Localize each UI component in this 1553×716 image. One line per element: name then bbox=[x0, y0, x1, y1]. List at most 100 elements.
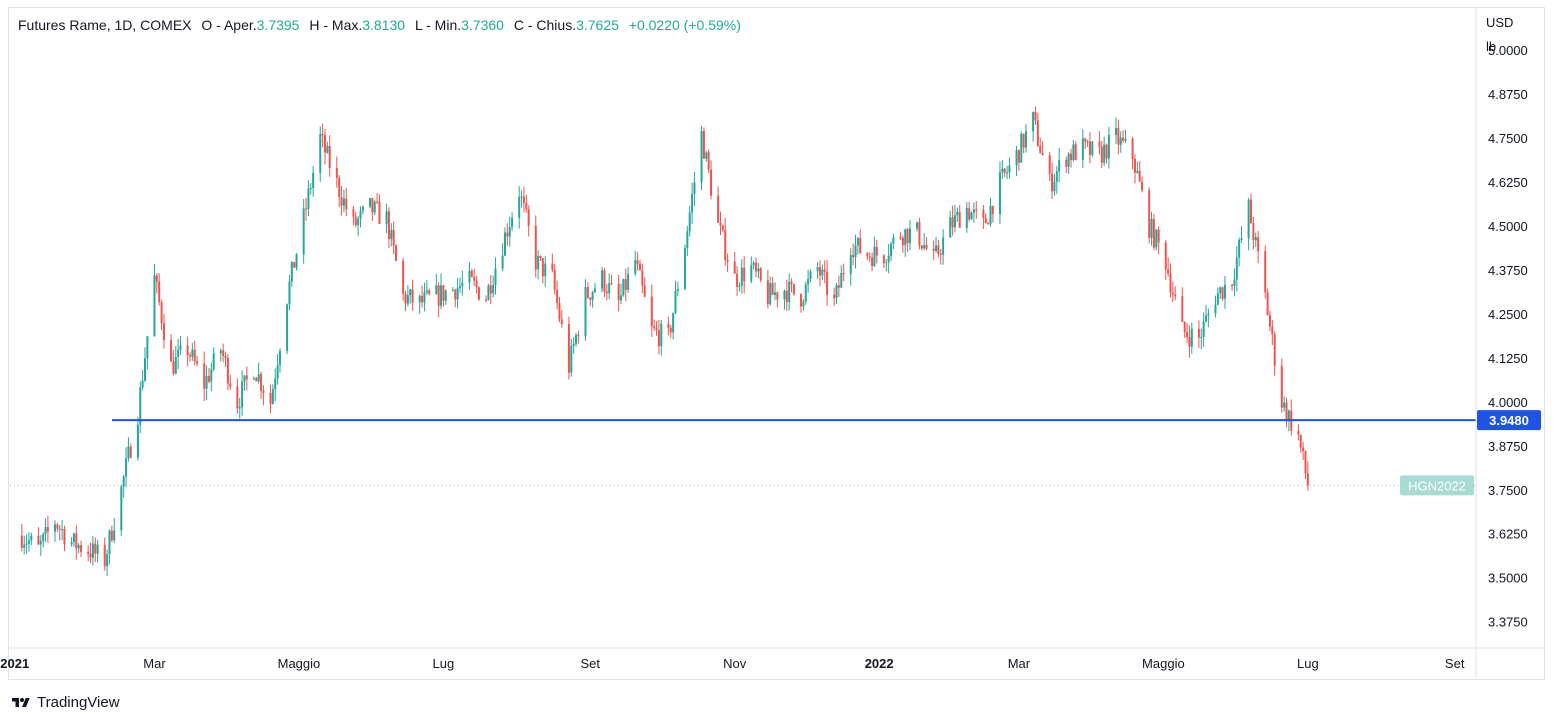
candle bbox=[368, 198, 371, 209]
candle bbox=[260, 371, 263, 400]
candle bbox=[1202, 312, 1205, 347]
candle bbox=[1155, 228, 1158, 251]
candle bbox=[1250, 193, 1253, 224]
candle bbox=[387, 207, 390, 248]
candle bbox=[437, 282, 440, 318]
candle bbox=[354, 211, 357, 228]
time-tick-label: 2021 bbox=[0, 656, 29, 671]
candle bbox=[743, 256, 746, 294]
candle bbox=[406, 285, 409, 307]
candle bbox=[451, 286, 454, 292]
candle bbox=[487, 283, 490, 301]
price-axis[interactable]: 5.0000 4.8750 4.7500 4.6250 4.5000 4.3750 4.25… bbox=[1488, 43, 1528, 629]
candle bbox=[1190, 322, 1193, 354]
candle bbox=[378, 194, 381, 225]
candle bbox=[750, 256, 753, 284]
candle bbox=[442, 284, 445, 307]
candles-layer bbox=[20, 106, 1309, 576]
candle bbox=[207, 368, 210, 384]
candle bbox=[840, 265, 843, 288]
candle bbox=[468, 262, 471, 290]
candle bbox=[1034, 106, 1037, 125]
candle bbox=[245, 366, 248, 391]
candle bbox=[1039, 137, 1042, 154]
candle bbox=[527, 205, 530, 237]
candle bbox=[854, 234, 857, 269]
symbol-label[interactable]: Futures Rame, 1D, COMEX bbox=[18, 17, 192, 33]
candle bbox=[255, 377, 258, 382]
candle bbox=[42, 532, 45, 548]
candle bbox=[537, 250, 540, 280]
candle bbox=[1171, 281, 1174, 303]
candle bbox=[788, 273, 791, 311]
branding-footer[interactable]: TradingView bbox=[10, 694, 120, 711]
candle bbox=[982, 204, 985, 229]
candle bbox=[601, 267, 604, 293]
candle bbox=[572, 337, 575, 354]
candle bbox=[1223, 276, 1226, 309]
candle bbox=[170, 333, 173, 362]
candle bbox=[262, 385, 265, 406]
candle bbox=[624, 268, 627, 302]
candle bbox=[506, 223, 509, 246]
candle bbox=[556, 280, 559, 310]
open-value: 3.7395 bbox=[256, 17, 300, 33]
candle bbox=[935, 236, 938, 253]
candle bbox=[63, 525, 66, 552]
chart-header-legend: Futures Rame, 1D, COMEX O - Aper.3.7395 … bbox=[18, 17, 741, 33]
candle bbox=[738, 282, 741, 292]
candle bbox=[1058, 148, 1061, 183]
candle bbox=[70, 537, 73, 547]
candle bbox=[1233, 268, 1236, 297]
candle bbox=[923, 232, 926, 251]
candle bbox=[534, 215, 537, 278]
candle bbox=[949, 210, 952, 238]
candle bbox=[757, 262, 760, 279]
candle bbox=[492, 275, 495, 298]
candle bbox=[335, 156, 338, 188]
candle bbox=[72, 532, 75, 547]
candle bbox=[991, 205, 994, 223]
candle bbox=[669, 324, 672, 338]
candle bbox=[890, 241, 893, 262]
candle bbox=[352, 206, 355, 226]
candle bbox=[1065, 156, 1068, 173]
candle bbox=[807, 269, 810, 293]
candle bbox=[522, 186, 525, 213]
candle bbox=[804, 281, 807, 305]
candle bbox=[106, 549, 109, 576]
candle bbox=[75, 525, 78, 560]
time-axis[interactable]: 2021 Mar Maggio Lug Set Nov 2022 Mar Maggio Lug Se… bbox=[0, 656, 1465, 671]
candle bbox=[837, 275, 840, 297]
candle bbox=[717, 186, 720, 224]
candle bbox=[560, 309, 563, 328]
candle bbox=[477, 286, 480, 301]
candle bbox=[766, 270, 769, 309]
candle bbox=[541, 257, 544, 284]
candle bbox=[1219, 286, 1222, 299]
candle bbox=[525, 194, 528, 213]
candle bbox=[444, 289, 447, 305]
candle bbox=[882, 254, 885, 269]
candle bbox=[328, 135, 331, 177]
price-tick-label: 3.7500 bbox=[1488, 483, 1528, 498]
price-chart[interactable]: USD lb 5.0000 4.8750 4.7500 4.6250 4.5000 4.3… bbox=[0, 0, 1553, 690]
candle bbox=[1133, 154, 1136, 184]
candle bbox=[1122, 130, 1125, 143]
candle bbox=[238, 397, 241, 419]
candle bbox=[489, 275, 492, 305]
candle bbox=[833, 287, 836, 307]
candle bbox=[385, 204, 388, 234]
time-tick-label: Lug bbox=[1297, 656, 1319, 671]
candle bbox=[769, 276, 772, 306]
candle bbox=[411, 279, 414, 311]
candle bbox=[425, 279, 428, 295]
horizontal-line-price-tag-text: 3.9480 bbox=[1489, 413, 1529, 428]
candle bbox=[975, 201, 978, 219]
candle bbox=[672, 312, 675, 340]
candle bbox=[127, 437, 130, 462]
candle bbox=[89, 542, 92, 564]
price-tick-label: 3.6250 bbox=[1488, 527, 1528, 542]
candle bbox=[1188, 325, 1191, 358]
candle bbox=[288, 274, 291, 311]
